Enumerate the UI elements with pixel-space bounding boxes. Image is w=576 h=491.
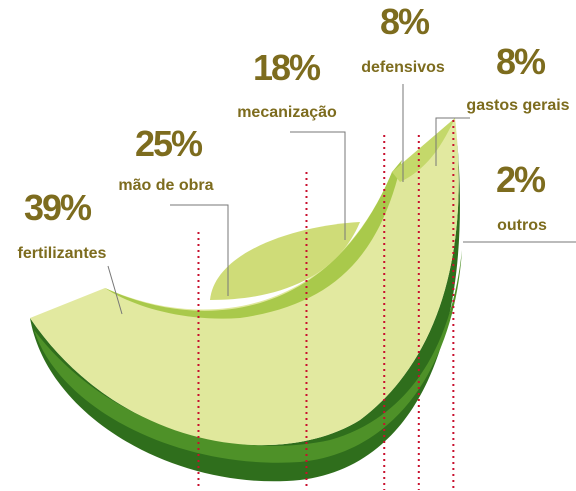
- category-label: gastos gerais: [466, 97, 569, 114]
- percent-label: 2%: [496, 159, 546, 200]
- percent-label: 18%: [253, 47, 321, 88]
- percent-label: 25%: [135, 123, 203, 164]
- category-label: outros: [497, 217, 547, 234]
- percent-label: 8%: [380, 1, 430, 42]
- category-label: mão de obra: [118, 177, 213, 194]
- infographic: 39% fertilizantes 25% mão de obra 18% mecaniz…: [0, 0, 576, 491]
- percent-label: 8%: [496, 41, 546, 82]
- percent-label: 39%: [24, 187, 92, 228]
- category-label: fertilizantes: [18, 245, 107, 262]
- category-label: mecanização: [237, 104, 337, 121]
- category-label: defensivos: [361, 59, 445, 76]
- leader-line: [290, 132, 345, 240]
